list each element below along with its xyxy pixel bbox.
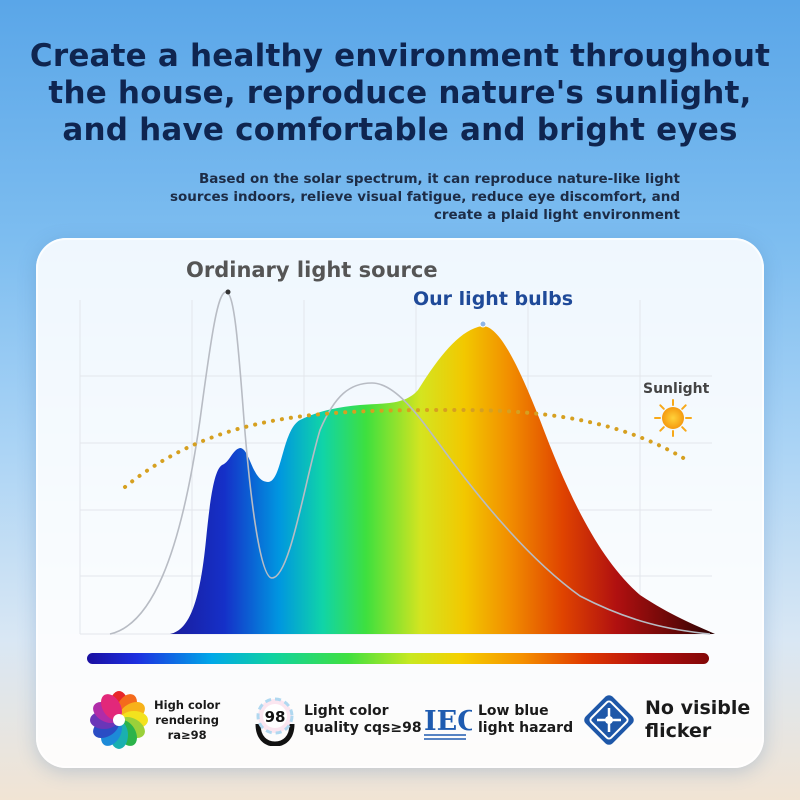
ordinary-light-label: Ordinary light source bbox=[186, 258, 438, 282]
subtext-line: sources indoors, relieve visual fatigue,… bbox=[169, 189, 680, 205]
headline-line: Create a healthy environment throughout bbox=[29, 38, 771, 74]
our-bulbs-label: Our light bulbs bbox=[413, 288, 574, 310]
feature-label-line: rendering bbox=[155, 712, 219, 727]
headline-line: and have comfortable and bright eyes bbox=[62, 112, 738, 148]
feature-label-line: light hazard bbox=[478, 720, 574, 736]
headline-line: the house, reproduce nature's sunlight, bbox=[48, 75, 752, 111]
our-bulbs-spectrum-area bbox=[170, 325, 715, 634]
subtext-line: create a plaid light environment bbox=[433, 207, 680, 223]
sun-icon bbox=[654, 399, 692, 437]
feature-label-line: Low blue bbox=[478, 703, 549, 719]
feature-label-line: quality cqs≥98 bbox=[304, 720, 422, 736]
sunlight-label: Sunlight bbox=[643, 381, 710, 397]
feature-label: High color rendering ra≥98 bbox=[154, 698, 220, 743]
feature-label: No visible flicker bbox=[645, 697, 750, 743]
feature-label: Light color quality cqs≥98 bbox=[304, 703, 422, 737]
headline: Create a healthy environment throughout … bbox=[0, 38, 800, 149]
no-flicker-icon bbox=[584, 695, 634, 745]
ordinary-light-curve bbox=[109, 291, 711, 635]
cqs-badge-icon: 98 bbox=[255, 697, 295, 746]
iec-logo-icon: IEC bbox=[424, 706, 472, 740]
feature-no-flicker: No visible flicker bbox=[581, 690, 750, 750]
feature-label-line: Light color bbox=[304, 703, 389, 719]
subtext-line: Based on the solar spectrum, it can repr… bbox=[199, 171, 680, 187]
feature-label-line: flicker bbox=[645, 720, 712, 742]
subtext: Based on the solar spectrum, it can repr… bbox=[110, 170, 680, 224]
color-spectrum-bar bbox=[87, 653, 709, 664]
feature-label-line: No visible bbox=[645, 697, 751, 719]
color-wheel-icon bbox=[90, 691, 148, 749]
feature-color-rendering: High color rendering ra≥98 bbox=[90, 690, 220, 750]
ordinary-peak-marker bbox=[225, 289, 231, 295]
feature-label: Low blue light hazard bbox=[478, 703, 573, 737]
feature-light-quality: 98 Light color quality cqs≥98 bbox=[254, 690, 422, 750]
feature-label-line: High color bbox=[154, 697, 221, 712]
feature-blue-light: IEC Low blue light hazard bbox=[422, 690, 573, 750]
feature-label-line: ra≥98 bbox=[167, 727, 207, 742]
iec-logo-text: IEC bbox=[424, 706, 472, 737]
cqs-badge-text: 98 bbox=[265, 708, 286, 726]
ours-peak-marker bbox=[479, 320, 487, 328]
